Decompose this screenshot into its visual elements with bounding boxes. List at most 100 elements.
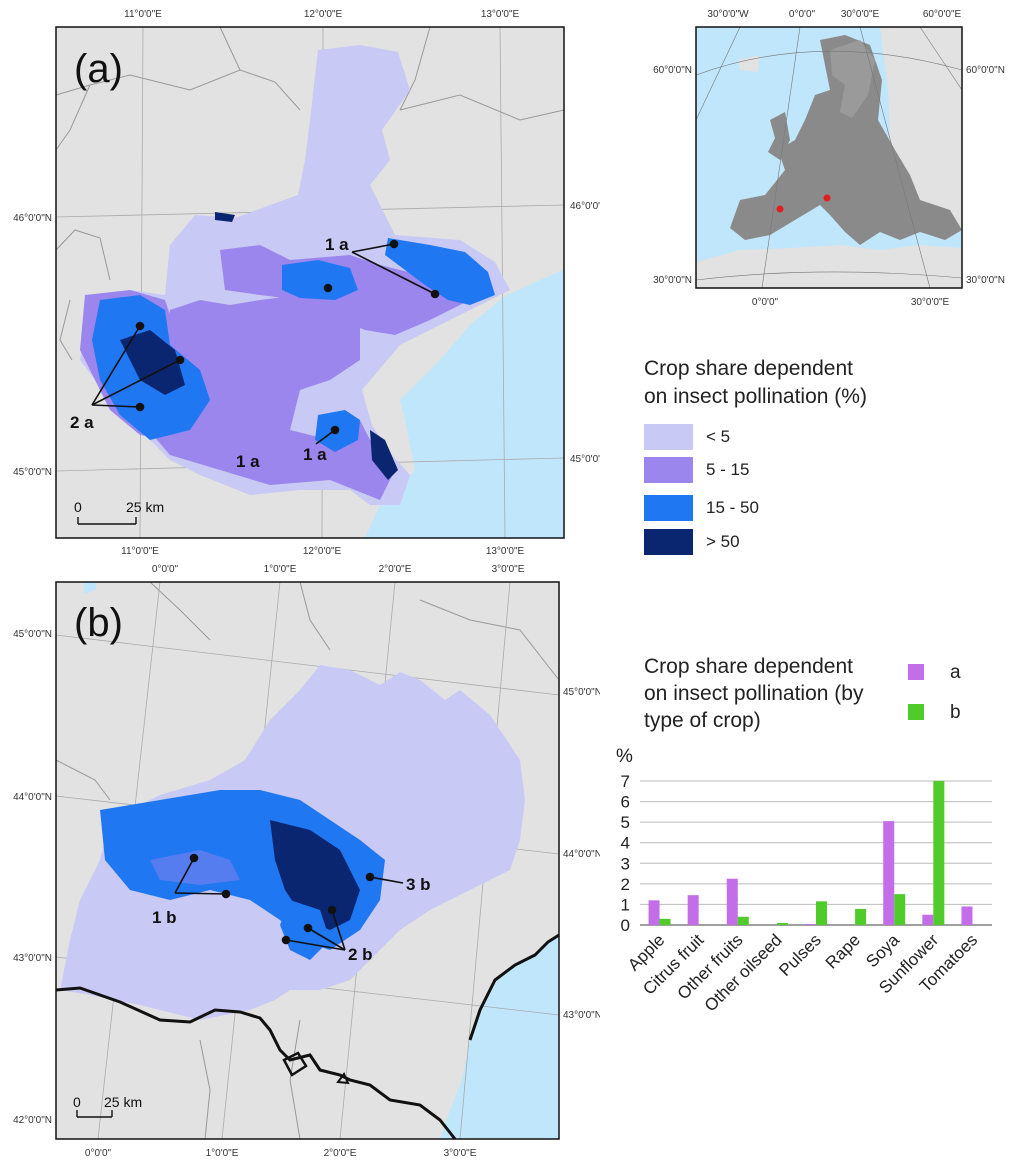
panel-b-coord-left-45n: 45°0'0"N	[13, 629, 52, 640]
inset-study-area-a-marker	[823, 194, 831, 202]
inset-coord-bottom-30e: 30°0'0"E	[911, 297, 950, 308]
panel-b-scalebar-zero: 0	[73, 1094, 81, 1110]
bar-a-sunflower	[922, 914, 934, 925]
panel-b-coord-right-45n: 45°0'0"N	[563, 687, 600, 698]
inset-study-area-b-marker	[776, 205, 784, 213]
panel-b-map: 1 b 2 b 3 b 0 25 km (b) 0°0'0" 1°0'0"E 2…	[13, 564, 600, 1159]
y-tick-label: 0	[621, 916, 630, 935]
panel-a-scalebar-zero: 0	[74, 499, 82, 515]
legend-item-5-15: 5 - 15	[644, 457, 904, 483]
panel-a-annotation-2a: 2 a	[70, 413, 94, 432]
panel-b-coord-left-44n: 44°0'0"N	[13, 792, 52, 803]
inset-europe-map: 30°0'0"W 0°0'0" 30°0'0"E 60°0'0"E 0°0'0"…	[653, 9, 1005, 308]
y-tick-label: 5	[621, 813, 630, 832]
y-tick-label: 7	[621, 772, 630, 791]
inset-greenland-iceland	[738, 55, 760, 72]
legend-title-line-2: on insect pollination (%)	[644, 385, 867, 408]
panel-b-coord-top-1e: 1°0'0"E	[264, 564, 297, 575]
y-tick-label: 6	[621, 793, 630, 812]
panel-a-region	[80, 45, 510, 505]
bar-chart-ylabel: %	[616, 746, 633, 767]
bar-b-rape	[855, 908, 867, 925]
y-tick-label: 1	[621, 895, 630, 914]
bar-a-pulses	[805, 923, 816, 925]
panel-b-coord-top-0: 0°0'0"	[152, 564, 179, 575]
panel-b-coastline	[468, 933, 560, 1041]
panel-a-coord-bottom-12e: 12°0'0"E	[303, 546, 342, 557]
panel-a-annotation-1a-south: 1 a	[303, 445, 327, 464]
panel-b-label: (b)	[74, 601, 123, 645]
inset-coord-right-30n: 30°0'0"N	[966, 275, 1005, 286]
legend-item-gt50: > 50	[644, 529, 904, 555]
inset-frame	[695, 26, 963, 289]
legend-swatch-series-b	[908, 704, 924, 720]
panel-a-coord-top-11e: 11°0'0"E	[124, 9, 162, 20]
inset-coord-left-30n: 30°0'0"N	[653, 275, 692, 286]
legend-label-5-15: 5 - 15	[706, 460, 750, 479]
legend-title-line-1: Crop share dependent	[644, 357, 853, 380]
bar-b-soya	[894, 894, 906, 925]
y-tick-label: 3	[621, 854, 630, 873]
panel-a-annotation-1a-north: 1 a	[325, 235, 349, 254]
panel-b-borders	[55, 581, 560, 1140]
bar-b-sunflower	[933, 781, 945, 925]
panel-b-annotation-2b: 2 b	[348, 945, 373, 964]
legend-item-lt5: < 5	[644, 424, 904, 450]
legend-swatch-5-15	[644, 457, 693, 483]
x-tick-label: Pulses	[775, 930, 825, 980]
bar-chart-title-line-2: on insect pollination (by	[644, 682, 864, 705]
bar-a-apple	[648, 900, 660, 925]
panel-a-coord-top-12e: 12°0'0"E	[304, 9, 343, 20]
bar-a-tomatoes	[961, 906, 973, 925]
panel-b-small-marker	[336, 1072, 350, 1085]
inset-russia	[880, 27, 962, 230]
bar-a-other-fruits	[726, 878, 738, 925]
panel-a-coord-right-45n: 45°0'0"N	[570, 454, 600, 465]
panel-b-coord-left-42n: 42°0'0"N	[13, 1115, 52, 1126]
panel-b-annotation-1b: 1 b	[152, 908, 177, 927]
legend-swatch-series-a	[908, 664, 924, 680]
bar-b-apple	[659, 918, 671, 925]
inset-coord-top-60e: 60°0'0"E	[923, 9, 962, 20]
bar-a-soya	[883, 821, 895, 925]
bar-chart-bars	[648, 781, 973, 925]
legend-label-lt5: < 5	[706, 427, 731, 446]
panel-b-coord-right-43n: 43°0'0"N	[563, 1010, 600, 1021]
panel-a-coord-right-46n: 46°0'0"N	[570, 201, 600, 212]
panel-b-andorra	[282, 1051, 308, 1077]
y-tick-label: 4	[621, 834, 630, 853]
panel-a-frame	[55, 26, 565, 539]
legend-swatch-15-50	[644, 495, 693, 521]
legend-label-gt50: > 50	[706, 532, 740, 551]
legend-label-15-50: 15 - 50	[706, 498, 759, 517]
panel-b-sea-corner	[84, 582, 96, 594]
bar-chart-title-line-3: type of crop)	[644, 709, 761, 732]
panel-b-frontier-line	[55, 986, 457, 1140]
panel-a-coord-left-45n: 45°0'0"N	[13, 467, 52, 478]
bar-b-other-fruits	[737, 916, 749, 925]
bar-b-other-oilseed	[776, 922, 788, 925]
panel-b-frame	[55, 581, 560, 1140]
inset-scandinavia	[830, 40, 875, 118]
legend-item-15-50: 15 - 50	[644, 495, 904, 521]
panel-a-label: (a)	[74, 47, 123, 91]
panel-a-borders	[55, 26, 565, 361]
panel-b-coord-top-2e: 2°0'0"E	[379, 564, 412, 575]
panel-a-scalebar-length: 25 km	[126, 499, 164, 515]
panel-b-scalebar	[76, 1110, 113, 1118]
panel-a-sea	[365, 270, 564, 538]
inset-coord-top-0: 0°0'0"	[789, 9, 816, 20]
panel-b-scalebar-length: 25 km	[104, 1094, 142, 1110]
inset-uk	[768, 112, 790, 160]
bar-a-citrus-fruit	[687, 895, 699, 925]
panel-a-coord-bottom-11e: 11°0'0"E	[121, 546, 159, 557]
panel-b-leader-lines	[174, 853, 404, 951]
panel-a-leader-lines	[91, 239, 440, 445]
inset-coord-right-60n: 60°0'0"N	[966, 65, 1005, 76]
bar-chart-title: Crop share dependent on insect pollinati…	[644, 653, 884, 734]
inset-europe-landmass	[730, 35, 962, 245]
inset-coord-bottom-0: 0°0'0"	[752, 297, 779, 308]
legend-swatch-lt5	[644, 424, 693, 450]
inset-graticule	[695, 26, 963, 289]
panel-a-coord-bottom-13e: 13°0'0"E	[486, 546, 525, 557]
